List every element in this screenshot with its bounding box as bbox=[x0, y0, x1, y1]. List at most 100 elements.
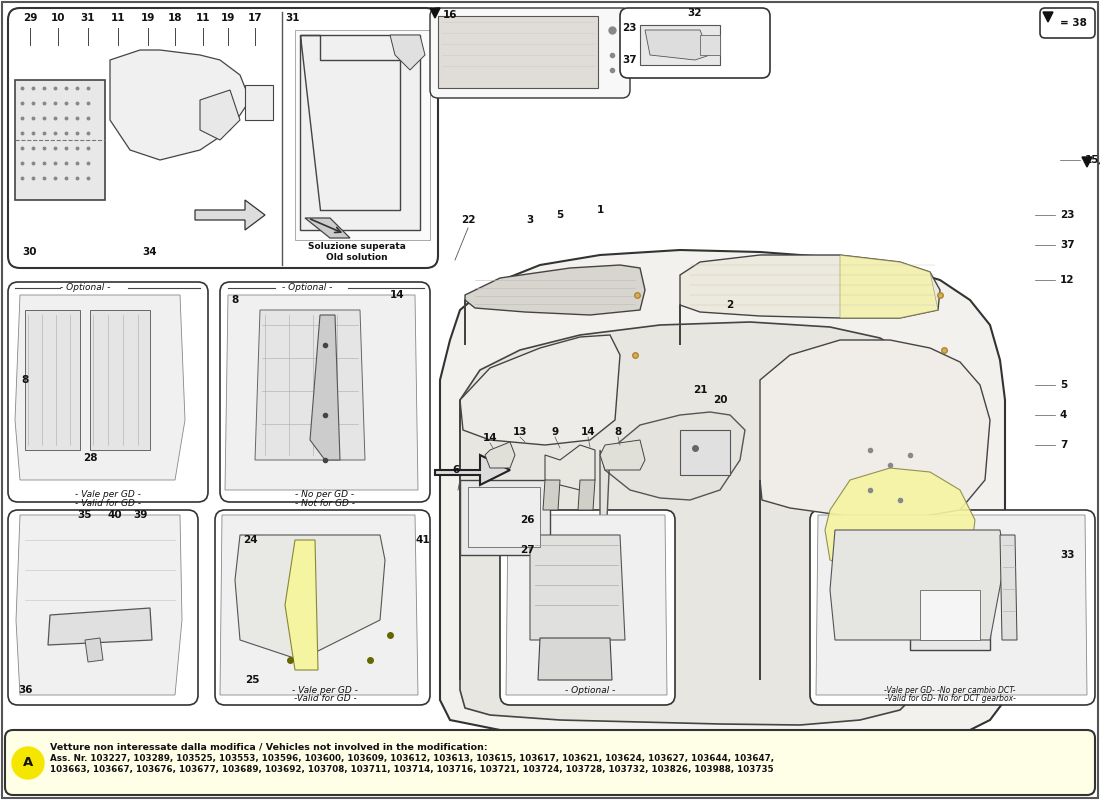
Polygon shape bbox=[90, 310, 150, 450]
Bar bbox=[910, 580, 990, 650]
Text: 24: 24 bbox=[243, 535, 257, 545]
FancyBboxPatch shape bbox=[500, 510, 675, 705]
Polygon shape bbox=[506, 515, 667, 695]
Polygon shape bbox=[285, 540, 318, 670]
Polygon shape bbox=[816, 515, 1087, 695]
Polygon shape bbox=[235, 535, 385, 660]
Polygon shape bbox=[310, 315, 340, 460]
Text: 36: 36 bbox=[18, 685, 33, 695]
Polygon shape bbox=[16, 515, 182, 695]
Text: 14: 14 bbox=[581, 427, 595, 437]
Polygon shape bbox=[600, 412, 745, 680]
Text: 4: 4 bbox=[1060, 410, 1067, 420]
Polygon shape bbox=[460, 322, 920, 725]
Polygon shape bbox=[465, 265, 645, 345]
Text: -Valid for GD- No for DCT gearbox-: -Valid for GD- No for DCT gearbox- bbox=[884, 694, 1015, 703]
FancyBboxPatch shape bbox=[8, 8, 438, 268]
Text: 31: 31 bbox=[286, 13, 300, 23]
FancyBboxPatch shape bbox=[8, 510, 198, 705]
Text: 17: 17 bbox=[248, 13, 262, 23]
Polygon shape bbox=[220, 515, 418, 695]
Text: - Optional -: - Optional - bbox=[564, 686, 615, 695]
Polygon shape bbox=[15, 295, 185, 480]
Text: - Vale per GD -: - Vale per GD - bbox=[293, 686, 358, 695]
FancyBboxPatch shape bbox=[810, 510, 1094, 705]
Text: - Not for GD -: - Not for GD - bbox=[295, 499, 355, 508]
Polygon shape bbox=[200, 90, 240, 140]
Text: 1: 1 bbox=[596, 205, 604, 215]
Text: Old solution: Old solution bbox=[327, 253, 388, 262]
Bar bbox=[460, 480, 550, 555]
Text: 8: 8 bbox=[615, 427, 622, 437]
Text: 28: 28 bbox=[82, 453, 97, 463]
Text: 3: 3 bbox=[527, 215, 534, 225]
Polygon shape bbox=[255, 310, 365, 460]
Circle shape bbox=[12, 747, 44, 779]
Bar bbox=[15, 80, 105, 200]
Text: 30: 30 bbox=[23, 247, 37, 257]
FancyBboxPatch shape bbox=[220, 282, 430, 502]
Text: 22: 22 bbox=[461, 215, 475, 225]
Text: - No per GD -: - No per GD - bbox=[296, 490, 354, 499]
Text: 14: 14 bbox=[389, 290, 405, 300]
Text: 25: 25 bbox=[245, 675, 260, 685]
Text: A: A bbox=[23, 757, 33, 770]
FancyBboxPatch shape bbox=[214, 510, 430, 705]
Polygon shape bbox=[538, 638, 612, 680]
Text: 27: 27 bbox=[520, 545, 535, 555]
Polygon shape bbox=[680, 255, 940, 345]
FancyBboxPatch shape bbox=[6, 730, 1094, 795]
Polygon shape bbox=[295, 30, 430, 240]
Text: 16: 16 bbox=[443, 10, 458, 20]
Polygon shape bbox=[110, 50, 250, 160]
Text: -Valid for GD -: -Valid for GD - bbox=[294, 694, 356, 703]
Text: 21: 21 bbox=[693, 385, 707, 395]
Text: Vetture non interessate dalla modifica / Vehicles not involved in the modificati: Vetture non interessate dalla modifica /… bbox=[50, 742, 487, 751]
Bar bbox=[920, 590, 980, 640]
Text: 39: 39 bbox=[133, 510, 147, 520]
Text: 19: 19 bbox=[141, 13, 155, 23]
Text: 14: 14 bbox=[483, 433, 497, 443]
Text: 32: 32 bbox=[688, 8, 702, 18]
Text: 35: 35 bbox=[78, 510, 92, 520]
Text: - Optional -: - Optional - bbox=[59, 283, 110, 293]
Text: -Vale per GD- -No per cambio DCT-: -Vale per GD- -No per cambio DCT- bbox=[884, 686, 1015, 695]
Text: 9: 9 bbox=[551, 427, 559, 437]
Polygon shape bbox=[485, 442, 515, 468]
Text: 11: 11 bbox=[111, 13, 125, 23]
Polygon shape bbox=[226, 295, 418, 490]
Text: 37: 37 bbox=[1060, 240, 1075, 250]
Bar bbox=[438, 16, 598, 88]
Text: 41: 41 bbox=[415, 535, 430, 545]
Polygon shape bbox=[544, 445, 595, 490]
Text: - Valid for GD -: - Valid for GD - bbox=[75, 499, 141, 508]
Text: 12: 12 bbox=[1060, 275, 1075, 285]
Text: 23: 23 bbox=[1060, 210, 1075, 220]
FancyBboxPatch shape bbox=[430, 8, 630, 98]
Text: 15▲: 15▲ bbox=[1085, 155, 1100, 165]
Polygon shape bbox=[840, 255, 938, 318]
Text: 5: 5 bbox=[557, 210, 563, 220]
Text: 13: 13 bbox=[513, 427, 527, 437]
Polygon shape bbox=[600, 440, 645, 470]
Polygon shape bbox=[434, 455, 510, 485]
Text: 11: 11 bbox=[196, 13, 210, 23]
Text: 20: 20 bbox=[713, 395, 727, 405]
Bar bbox=[245, 85, 273, 120]
Text: Soluzione superata: Soluzione superata bbox=[308, 242, 406, 251]
Text: 37: 37 bbox=[621, 55, 637, 65]
Bar bbox=[640, 25, 720, 65]
Polygon shape bbox=[1082, 157, 1092, 167]
Text: 23: 23 bbox=[621, 23, 637, 33]
Polygon shape bbox=[1043, 12, 1053, 22]
Text: 34: 34 bbox=[143, 247, 157, 257]
Text: 7: 7 bbox=[1060, 440, 1067, 450]
Text: 6: 6 bbox=[453, 465, 460, 475]
Polygon shape bbox=[305, 218, 350, 238]
Bar bbox=[700, 35, 720, 55]
Text: 10: 10 bbox=[51, 13, 65, 23]
Text: 40: 40 bbox=[108, 510, 122, 520]
Polygon shape bbox=[300, 35, 420, 230]
Text: - Vale per GD -: - Vale per GD - bbox=[75, 490, 141, 499]
Polygon shape bbox=[645, 30, 710, 60]
